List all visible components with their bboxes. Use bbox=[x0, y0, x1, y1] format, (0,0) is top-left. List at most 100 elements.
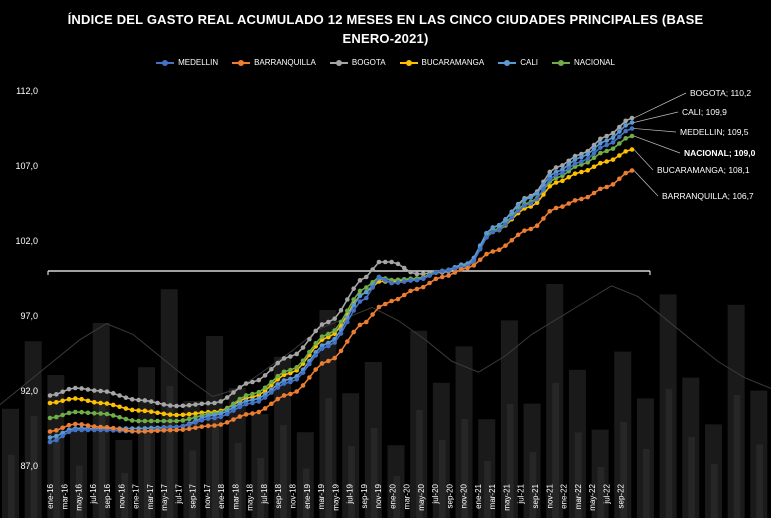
series-point-medellin bbox=[237, 404, 243, 410]
legend-label-nacional: NACIONAL bbox=[574, 58, 615, 67]
series-point-barranquilla bbox=[205, 423, 211, 429]
series-point-barranquilla bbox=[161, 428, 167, 433]
series-point-barranquilla bbox=[142, 429, 148, 434]
background-bar-inner bbox=[53, 435, 61, 518]
series-point-nacional bbox=[167, 418, 173, 424]
series-point-barranquilla bbox=[193, 425, 198, 431]
series-point-bogota bbox=[617, 124, 622, 130]
series-point-medellin bbox=[617, 134, 622, 140]
background-bar-inner bbox=[506, 404, 514, 518]
series-point-medellin bbox=[269, 390, 274, 395]
series-point-medellin bbox=[370, 285, 375, 290]
series-point-bogota bbox=[382, 259, 388, 265]
x-tick-label: mar-18 bbox=[231, 483, 240, 509]
background-bar-inner bbox=[665, 389, 673, 518]
background-bar-inner bbox=[688, 437, 696, 518]
series-point-medellin bbox=[598, 145, 603, 150]
series-point-cali bbox=[623, 123, 628, 128]
x-tick-label: mar-22 bbox=[574, 483, 583, 509]
series-point-barranquilla bbox=[98, 424, 103, 430]
series-point-barranquilla bbox=[382, 301, 388, 307]
series-point-bucaramanga bbox=[110, 402, 116, 408]
series-point-barranquilla bbox=[60, 425, 65, 431]
series-point-bucaramanga bbox=[136, 408, 141, 413]
series-point-nacional bbox=[288, 367, 293, 373]
background-bar-inner bbox=[7, 455, 15, 518]
series-point-cali bbox=[484, 230, 489, 236]
series-point-medellin bbox=[205, 416, 211, 421]
series-point-medellin bbox=[629, 126, 635, 131]
series-point-bucaramanga bbox=[148, 409, 154, 414]
series-point-bucaramanga bbox=[104, 401, 110, 406]
series-point-nacional bbox=[591, 155, 597, 161]
series-point-medellin bbox=[345, 319, 350, 325]
end-label-nacional: NACIONAL; 109,0 bbox=[684, 148, 756, 158]
series-point-barranquilla bbox=[73, 421, 78, 427]
series-point-bogota bbox=[123, 395, 129, 400]
series-point-medellin bbox=[243, 401, 249, 407]
x-tick-label: jul-20 bbox=[431, 483, 440, 504]
legend-label-bucaramanga: BUCARAMANGA bbox=[421, 58, 485, 67]
background-bar-inner bbox=[552, 383, 559, 518]
series-point-bogota bbox=[237, 385, 243, 390]
series-point-cali bbox=[547, 173, 553, 179]
background-bar-inner bbox=[484, 461, 491, 518]
series-point-nacional bbox=[332, 328, 337, 333]
series-point-bucaramanga bbox=[579, 169, 584, 175]
series-point-barranquilla bbox=[117, 426, 122, 432]
series-point-medellin bbox=[414, 277, 420, 283]
x-tick-label: mar-19 bbox=[317, 483, 326, 509]
series-point-barranquilla bbox=[54, 428, 59, 433]
end-label-bucaramanga: BUCARAMANGA; 108,1 bbox=[657, 165, 750, 175]
series-point-bogota bbox=[281, 356, 287, 361]
series-point-medellin bbox=[250, 400, 255, 406]
series-point-barranquilla bbox=[623, 170, 628, 176]
series-point-medellin bbox=[395, 280, 401, 285]
series-point-barranquilla bbox=[256, 409, 262, 415]
series-point-cali bbox=[604, 138, 609, 143]
series-point-nacional bbox=[604, 148, 609, 154]
series-point-barranquilla bbox=[319, 361, 325, 366]
legend-swatch-medellin bbox=[156, 59, 175, 67]
series-point-medellin bbox=[541, 186, 546, 192]
background-line bbox=[0, 285, 771, 405]
series-point-bucaramanga bbox=[54, 399, 59, 405]
series-point-bucaramanga bbox=[553, 180, 559, 185]
series-point-nacional bbox=[117, 414, 122, 420]
series-point-bogota bbox=[212, 400, 217, 406]
series-point-bucaramanga bbox=[547, 183, 553, 189]
series-point-nacional bbox=[319, 334, 325, 339]
series-point-medellin bbox=[408, 278, 413, 283]
series-point-nacional bbox=[186, 416, 192, 422]
background-bar-inner bbox=[143, 431, 151, 518]
series-point-nacional bbox=[326, 331, 331, 337]
chart-title: ÍNDICE DEL GASTO REAL ACUMULADO 12 MESES… bbox=[0, 10, 771, 48]
series-point-barranquilla bbox=[307, 375, 312, 380]
series-point-medellin bbox=[47, 439, 53, 445]
legend-item-bucaramanga: BUCARAMANGA bbox=[399, 58, 485, 67]
series-point-medellin bbox=[579, 159, 584, 164]
series-point-nacional bbox=[73, 409, 78, 415]
series-point-cali bbox=[572, 157, 578, 162]
series-point-nacional bbox=[357, 288, 363, 294]
series-point-cali bbox=[47, 435, 53, 440]
series-point-barranquilla bbox=[167, 427, 173, 433]
series-point-cali bbox=[515, 202, 521, 208]
series-point-bucaramanga bbox=[123, 406, 129, 411]
series-point-bogota bbox=[598, 136, 603, 142]
legend-label-medellin: MEDELLIN bbox=[178, 58, 219, 67]
series-point-bogota bbox=[85, 387, 91, 392]
background-bar-inner bbox=[325, 398, 333, 518]
series-point-nacional bbox=[129, 418, 135, 423]
series-point-bogota bbox=[319, 322, 325, 327]
series-point-bogota bbox=[414, 271, 420, 277]
series-point-cali bbox=[579, 154, 584, 160]
series-point-nacional bbox=[142, 418, 148, 424]
series-point-medellin bbox=[199, 418, 205, 423]
series-point-medellin bbox=[357, 299, 363, 304]
series-point-barranquilla bbox=[427, 280, 432, 286]
series-point-bogota bbox=[269, 366, 274, 372]
series-point-medellin bbox=[281, 381, 287, 386]
series-point-barranquilla bbox=[218, 422, 224, 427]
series-point-bucaramanga bbox=[585, 168, 591, 173]
